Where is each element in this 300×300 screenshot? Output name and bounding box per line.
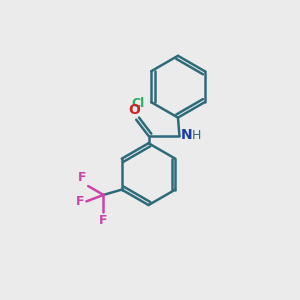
Text: F: F [99, 214, 108, 227]
Text: F: F [78, 171, 86, 184]
Text: O: O [128, 103, 140, 117]
Text: F: F [76, 195, 85, 208]
Text: N: N [181, 128, 192, 142]
Text: H: H [192, 129, 201, 142]
Text: Cl: Cl [131, 97, 145, 110]
